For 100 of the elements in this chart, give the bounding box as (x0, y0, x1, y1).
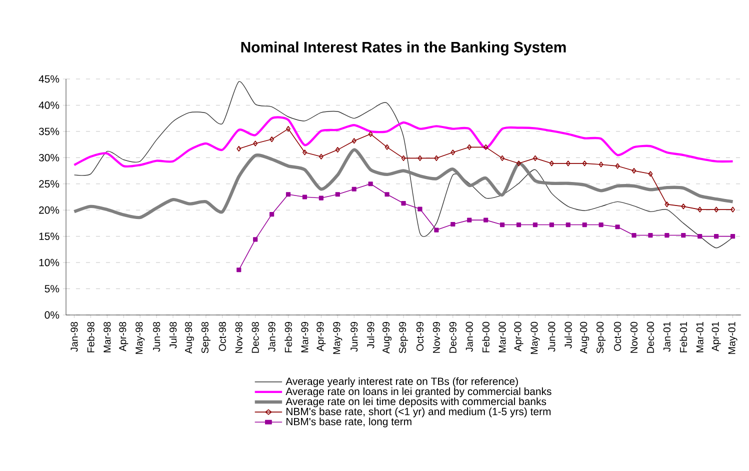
point (500, 222, 505, 228)
x-tick-label: Apr-01 (712, 322, 721, 352)
x-tick-label: Sep-00 (596, 322, 606, 354)
x-tick-label: Jun-00 (548, 322, 556, 352)
x-tick-label: Jul-99 (366, 322, 374, 348)
x-tick-label: Jan-00 (466, 322, 473, 352)
x-tick-label: May-99 (333, 322, 342, 354)
x-tick-label: Jun-98 (153, 322, 160, 352)
x-tick-label: Jun-99 (350, 322, 358, 352)
point (401, 155, 406, 161)
point (384, 144, 390, 150)
point (714, 206, 719, 212)
point (318, 154, 324, 160)
point (582, 222, 587, 228)
point (566, 160, 570, 166)
point (484, 144, 488, 150)
x-tick-label: Oct-99 (416, 322, 424, 351)
point (566, 222, 570, 228)
x-tick-label: Nov-98 (235, 322, 242, 353)
legend-label: NBM's base rate, short (<1 yr) and medium (1-5 yrs) term (286, 408, 551, 418)
x-tick-label: Mar-98 (104, 322, 111, 352)
point (418, 206, 422, 212)
line-series (73, 116, 734, 168)
legend-label: Average rate on lei time deposits with commercial banks (286, 397, 546, 408)
x-tick-label: Nov-99 (432, 322, 440, 353)
point (615, 163, 620, 169)
point (450, 150, 456, 156)
y-tick-label: 15% (39, 232, 60, 240)
point (467, 144, 472, 150)
point (253, 140, 258, 146)
y-tick-label: 0% (44, 311, 60, 319)
point (648, 232, 653, 238)
line-series (72, 148, 734, 220)
x-tick-label: Nov-00 (630, 322, 638, 353)
point (516, 160, 521, 166)
point (632, 232, 636, 238)
point (434, 228, 439, 232)
y-tick-label: 10% (39, 258, 60, 266)
point (484, 218, 488, 222)
point (253, 237, 258, 242)
x-tick-label: May-00 (530, 322, 540, 354)
point (335, 146, 340, 153)
point (681, 204, 686, 210)
x-tick-label: Feb-01 (680, 322, 688, 352)
x-tick-label: Sep-99 (399, 322, 408, 354)
point (664, 202, 670, 208)
point (632, 168, 636, 174)
point (698, 234, 702, 239)
x-tick-label: Jan-98 (70, 322, 78, 352)
x-tick-label: Mar-00 (498, 322, 506, 352)
x-tick-label: Aug-98 (184, 322, 194, 354)
point (681, 232, 686, 238)
point (598, 222, 604, 228)
y-tick-label: 25% (39, 180, 60, 188)
x-tick-label: Jan-01 (663, 322, 670, 352)
point (368, 131, 373, 137)
y-tick-label: 35% (38, 128, 60, 136)
x-tick-label: Jul-00 (564, 322, 572, 348)
point (730, 234, 736, 239)
x-tick-label: Feb-99 (284, 322, 292, 352)
point (582, 160, 587, 166)
point (318, 196, 324, 200)
x-tick-label: Oct-00 (614, 322, 622, 351)
point (302, 150, 307, 156)
chart-title: Nominal Interest Rates in the Banking System (241, 42, 566, 56)
x-tick-label: Oct-98 (218, 322, 226, 351)
x-tick-label: Dec-99 (449, 322, 456, 353)
point (236, 268, 242, 272)
point (549, 222, 554, 228)
point (615, 224, 620, 230)
point (648, 171, 653, 177)
point (286, 192, 291, 197)
point (270, 212, 274, 217)
x-tick-label: Mar-01 (696, 322, 704, 352)
point (368, 182, 373, 186)
y-tick-label: 20% (39, 206, 60, 214)
x-tick-label: Aug-00 (580, 322, 590, 354)
point (384, 192, 390, 197)
point (533, 155, 538, 161)
point (714, 234, 719, 239)
legend-label: Average rate on loans in lei granted by commercial banks (286, 387, 552, 398)
x-tick-label: Feb-98 (87, 322, 94, 352)
point (532, 222, 538, 228)
point (352, 138, 356, 144)
x-tick-label: Jan-99 (268, 322, 276, 352)
legend-label: NBM's base rate, long term (286, 418, 412, 428)
x-tick-label: Dec-98 (252, 322, 259, 353)
point (698, 206, 702, 212)
x-tick-label: Sep-98 (201, 322, 210, 354)
legend-label: Average yearly interest rate on TBs (for reference) (286, 377, 518, 388)
x-tick-label: May-98 (136, 322, 145, 354)
x-tick-label: Aug-99 (382, 322, 392, 354)
point (434, 155, 439, 161)
point (516, 222, 522, 228)
x-tick-label: Apr-99 (316, 322, 326, 352)
point (598, 162, 604, 168)
point (286, 126, 290, 132)
point (549, 160, 554, 166)
point (302, 194, 308, 200)
point (401, 200, 406, 206)
